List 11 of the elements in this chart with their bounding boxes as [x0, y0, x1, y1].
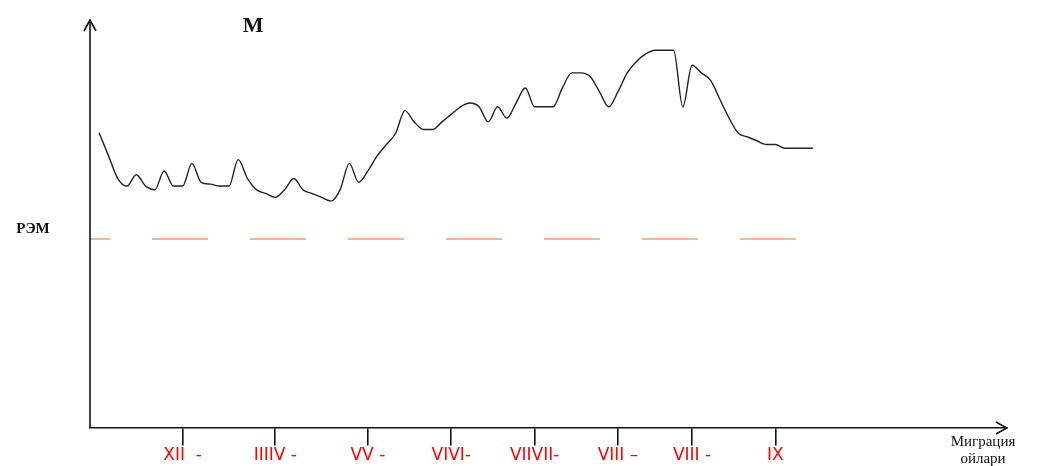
x-axis-title: Миграция ойлари — [950, 432, 1016, 466]
chart-title: М — [242, 11, 264, 37]
x-tick-label: VIIVII- — [509, 444, 560, 465]
x-tick-label: VV - — [350, 444, 386, 465]
x-tick-label: IIIIV - — [253, 444, 297, 465]
x-tick-label: IX — [767, 444, 785, 465]
x-tick-label: XII - — [163, 444, 202, 465]
x-tick-label: VIII – — [597, 444, 639, 465]
x-tick-label: VIII - — [672, 444, 712, 465]
x-tick-label: VIVI- — [431, 444, 471, 465]
ref-line-label: РЭМ — [16, 219, 50, 236]
